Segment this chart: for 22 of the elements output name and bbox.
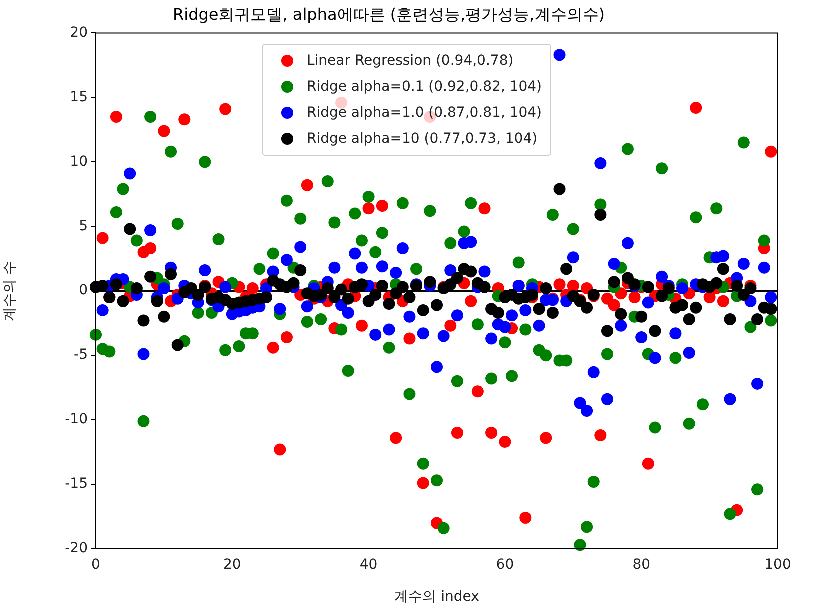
x-tick-label: 20 <box>223 557 242 574</box>
y-tick-label: 10 <box>70 154 88 170</box>
legend-label: Linear Regression (0.94,0.78) <box>306 53 514 69</box>
x-tick-label: 0 <box>92 557 100 574</box>
legend-label: Ridge alpha=1.0 (0.87,0.81, 104) <box>306 105 542 121</box>
legend-label: Ridge alpha=0.1 (0.92,0.82, 104) <box>306 79 542 95</box>
x-tick-label: 100 <box>764 557 792 574</box>
y-tick-label: -10 <box>65 412 88 428</box>
x-axis-title: 계수의 index <box>394 589 480 606</box>
legend-label: Ridge alpha=10 (0.77,0.73, 104) <box>306 131 538 147</box>
y-tick-label: -20 <box>65 540 88 557</box>
y-tick-label: 20 <box>70 24 88 41</box>
y-tick-label: 15 <box>70 89 88 106</box>
chart-title: Ridge회귀모델, alpha에따른 (훈련성능,평가성능,계수의수) <box>173 4 605 24</box>
y-tick-label: 5 <box>79 218 88 234</box>
y-tick-label: 0 <box>79 282 88 299</box>
y-axis-title: 계수의 수 <box>2 260 18 322</box>
y-tick-label: -15 <box>65 476 88 492</box>
x-tick-label: 80 <box>632 557 651 574</box>
x-tick-label: 40 <box>360 557 378 574</box>
x-tick-label: 60 <box>496 557 514 574</box>
y-tick-label: -5 <box>74 347 88 364</box>
